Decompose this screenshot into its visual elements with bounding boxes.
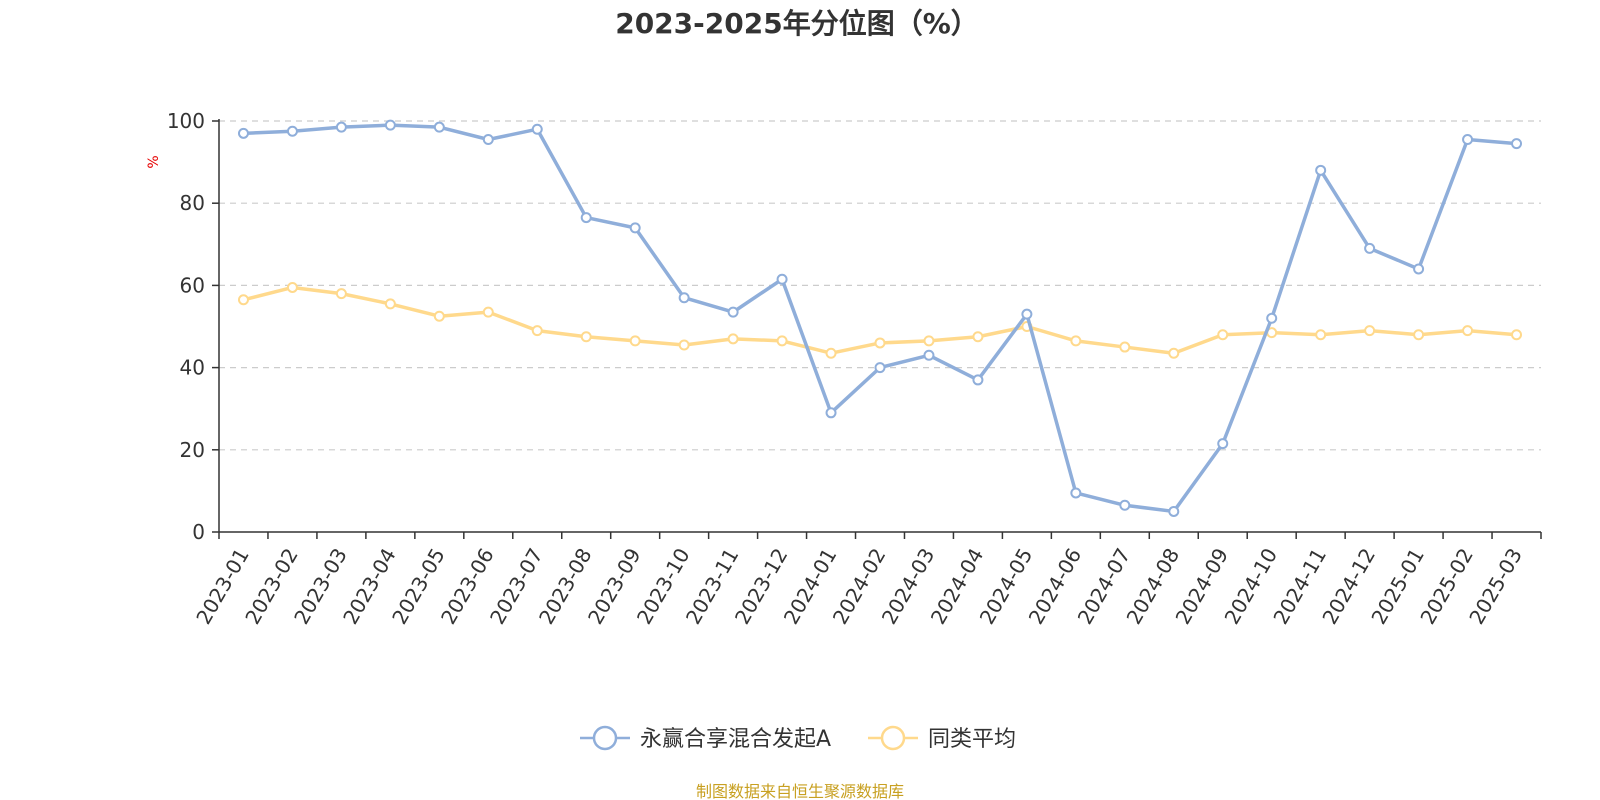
data-point[interactable] xyxy=(237,294,249,306)
data-point[interactable] xyxy=(1462,325,1474,337)
y-axis-label: % xyxy=(146,155,162,168)
legend-swatch-marker xyxy=(592,725,618,751)
data-point[interactable] xyxy=(286,281,298,293)
data-point[interactable] xyxy=(1168,347,1180,359)
data-point[interactable] xyxy=(531,123,543,135)
grid-lines xyxy=(219,120,1541,451)
data-point[interactable] xyxy=(531,325,543,337)
data-point[interactable] xyxy=(825,347,837,359)
data-point[interactable] xyxy=(237,127,249,139)
data-point[interactable] xyxy=(1217,329,1229,341)
data-point[interactable] xyxy=(1119,341,1131,353)
data-point[interactable] xyxy=(776,335,788,347)
data-point[interactable] xyxy=(1315,329,1327,341)
data-point[interactable] xyxy=(1119,499,1131,511)
series-1 xyxy=(237,281,1523,359)
data-point[interactable] xyxy=(1217,438,1229,450)
legend-label: 同类平均 xyxy=(928,727,1016,752)
data-point[interactable] xyxy=(923,349,935,361)
data-point[interactable] xyxy=(286,125,298,137)
axes: 0204060801002023-012023-022023-032023-04… xyxy=(167,109,1542,628)
data-point[interactable] xyxy=(727,333,739,345)
y-tick-label: 60 xyxy=(180,273,205,297)
y-tick-label: 0 xyxy=(192,520,205,544)
series-0 xyxy=(237,119,1523,517)
legend-item-0[interactable]: 永赢合享混合发起A xyxy=(580,725,831,752)
data-point[interactable] xyxy=(776,273,788,285)
data-point[interactable] xyxy=(825,407,837,419)
data-point[interactable] xyxy=(1315,164,1327,176)
data-point[interactable] xyxy=(678,339,690,351)
data-point[interactable] xyxy=(972,331,984,343)
data-point[interactable] xyxy=(678,292,690,304)
data-point[interactable] xyxy=(629,335,641,347)
legend: 永赢合享混合发起A 同类平均 xyxy=(580,725,1016,752)
data-point[interactable] xyxy=(727,306,739,318)
data-point[interactable] xyxy=(433,121,445,133)
data-point[interactable] xyxy=(1462,133,1474,145)
data-point[interactable] xyxy=(972,374,984,386)
y-tick-label: 80 xyxy=(180,191,205,215)
data-point[interactable] xyxy=(1266,312,1278,324)
data-point[interactable] xyxy=(923,335,935,347)
legend-label: 永赢合享混合发起A xyxy=(640,727,831,752)
data-point[interactable] xyxy=(629,222,641,234)
data-point[interactable] xyxy=(335,288,347,300)
data-point[interactable] xyxy=(1364,325,1376,337)
series-lines xyxy=(237,119,1523,517)
source-note: 制图数据来自恒生聚源数据库 xyxy=(696,782,904,800)
data-point[interactable] xyxy=(433,310,445,322)
y-tick-label: 40 xyxy=(180,356,205,380)
data-point[interactable] xyxy=(874,337,886,349)
data-point[interactable] xyxy=(482,133,494,145)
data-point[interactable] xyxy=(1413,263,1425,275)
data-point[interactable] xyxy=(335,121,347,133)
y-tick-label: 20 xyxy=(180,438,205,462)
data-point[interactable] xyxy=(1364,242,1376,254)
data-point[interactable] xyxy=(1021,308,1033,320)
data-point[interactable] xyxy=(580,212,592,224)
data-point[interactable] xyxy=(580,331,592,343)
data-point[interactable] xyxy=(1070,335,1082,347)
y-tick-label: 100 xyxy=(167,109,205,133)
data-point[interactable] xyxy=(1413,329,1425,341)
data-point[interactable] xyxy=(482,306,494,318)
data-point[interactable] xyxy=(1511,329,1523,341)
data-point[interactable] xyxy=(384,298,396,310)
data-point[interactable] xyxy=(874,362,886,374)
data-point[interactable] xyxy=(1070,487,1082,499)
legend-item-1[interactable]: 同类平均 xyxy=(868,725,1016,752)
data-point[interactable] xyxy=(1168,505,1180,517)
data-point[interactable] xyxy=(1511,138,1523,150)
chart-title: 2023-2025年分位图（%） xyxy=(615,7,979,40)
legend-swatch-marker xyxy=(880,725,906,751)
data-point[interactable] xyxy=(384,119,396,131)
